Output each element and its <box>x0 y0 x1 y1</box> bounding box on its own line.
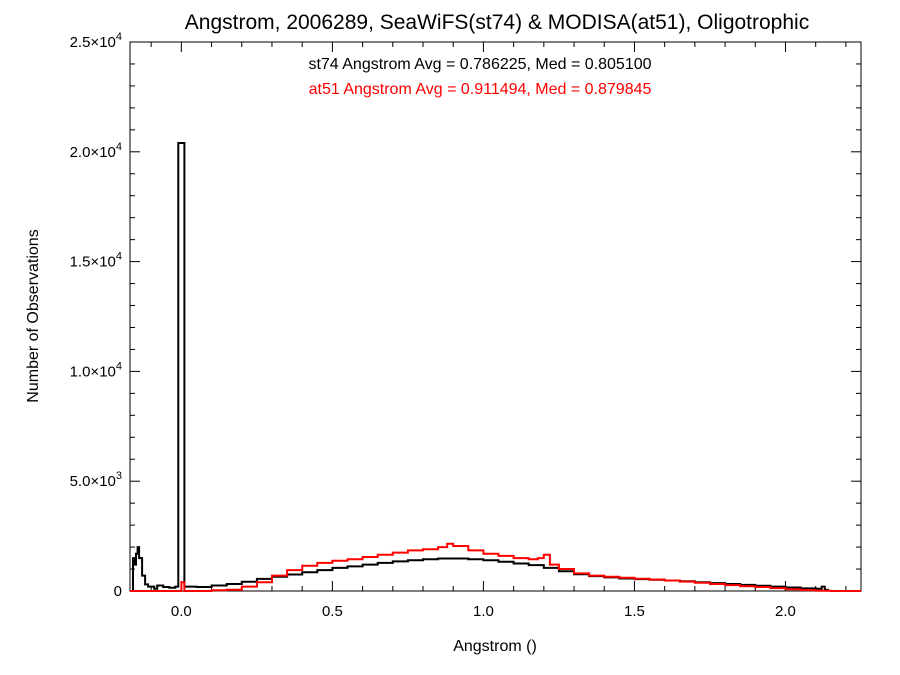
x-tick-label: 1.0 <box>473 603 494 620</box>
y-tick-label: 0 <box>114 583 122 600</box>
y-tick-mantissa: 0 <box>114 583 122 600</box>
y-tick-label: 2.5×104 <box>70 31 122 51</box>
axis-ticks: 0.0 0.5 1.0 1.5 2.005.0×1031.0×1041.5×1042.0… <box>70 31 861 620</box>
y-tick-exponent: 3 <box>116 470 122 482</box>
y-tick-label: 2.0×104 <box>70 141 122 161</box>
y-tick-exponent: 4 <box>116 251 122 263</box>
x-tick-label: 0.0 <box>171 603 192 620</box>
y-tick-mantissa: 1.0×10 <box>70 363 116 380</box>
plot-frame <box>129 41 862 592</box>
series-at51-line <box>130 542 861 592</box>
y-tick-label: 5.0×103 <box>70 470 122 490</box>
y-tick-label: 1.0×104 <box>70 360 122 380</box>
y-tick-label: 1.5×104 <box>70 251 122 271</box>
series-group <box>130 142 861 592</box>
chart-title: Angstrom, 2006289, SeaWiFS(st74) & MODIS… <box>185 11 809 34</box>
series-st74-line <box>130 142 829 592</box>
y-tick-mantissa: 1.5×10 <box>70 254 116 271</box>
annotation-st74-stats: st74 Angstrom Avg = 0.786225, Med = 0.80… <box>308 56 651 73</box>
x-tick-label: 1.5 <box>624 603 645 620</box>
y-tick-exponent: 4 <box>116 141 122 153</box>
y-tick-mantissa: 5.0×10 <box>70 473 116 490</box>
y-tick-exponent: 4 <box>116 31 122 43</box>
x-tick-label: 0.5 <box>322 603 343 620</box>
y-tick-mantissa: 2.0×10 <box>70 144 116 161</box>
x-axis-label: Angstrom () <box>453 638 537 655</box>
y-tick-mantissa: 2.5×10 <box>70 34 116 51</box>
x-tick-label: 2.0 <box>775 603 796 620</box>
annotation-at51-stats: at51 Angstrom Avg = 0.911494, Med = 0.87… <box>309 81 652 98</box>
y-axis-label: Number of Observations <box>25 229 42 402</box>
y-tick-exponent: 4 <box>116 360 122 372</box>
